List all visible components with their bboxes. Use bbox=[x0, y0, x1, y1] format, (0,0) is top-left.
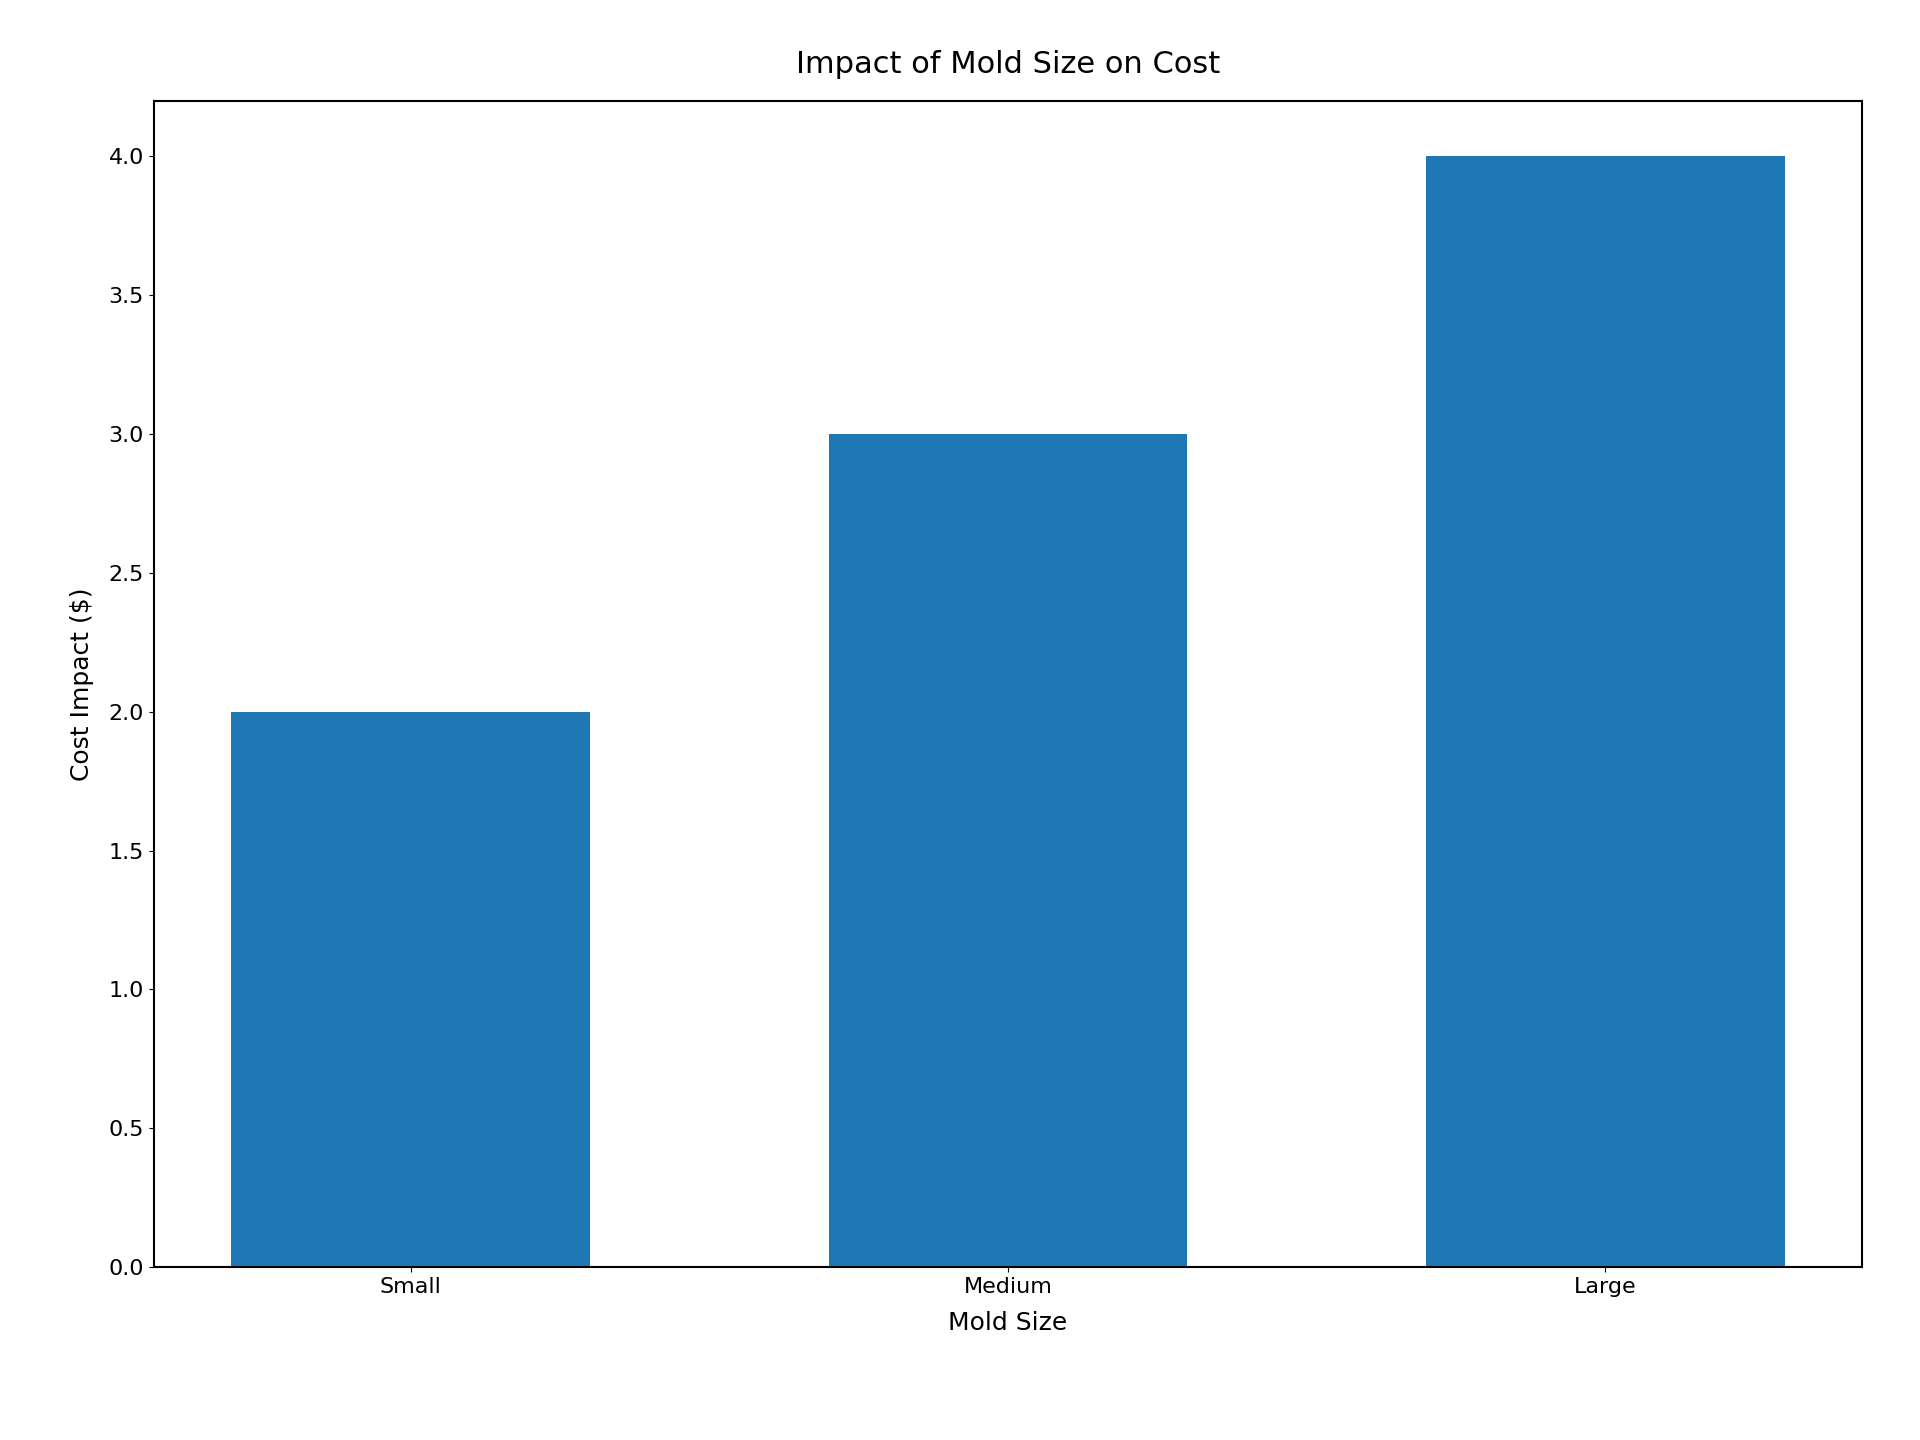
Bar bbox=[230, 711, 589, 1267]
Bar bbox=[829, 433, 1187, 1267]
Title: Impact of Mold Size on Cost: Impact of Mold Size on Cost bbox=[797, 50, 1219, 79]
Y-axis label: Cost Impact ($): Cost Impact ($) bbox=[71, 588, 94, 780]
X-axis label: Mold Size: Mold Size bbox=[948, 1310, 1068, 1335]
Bar bbox=[1427, 157, 1786, 1267]
